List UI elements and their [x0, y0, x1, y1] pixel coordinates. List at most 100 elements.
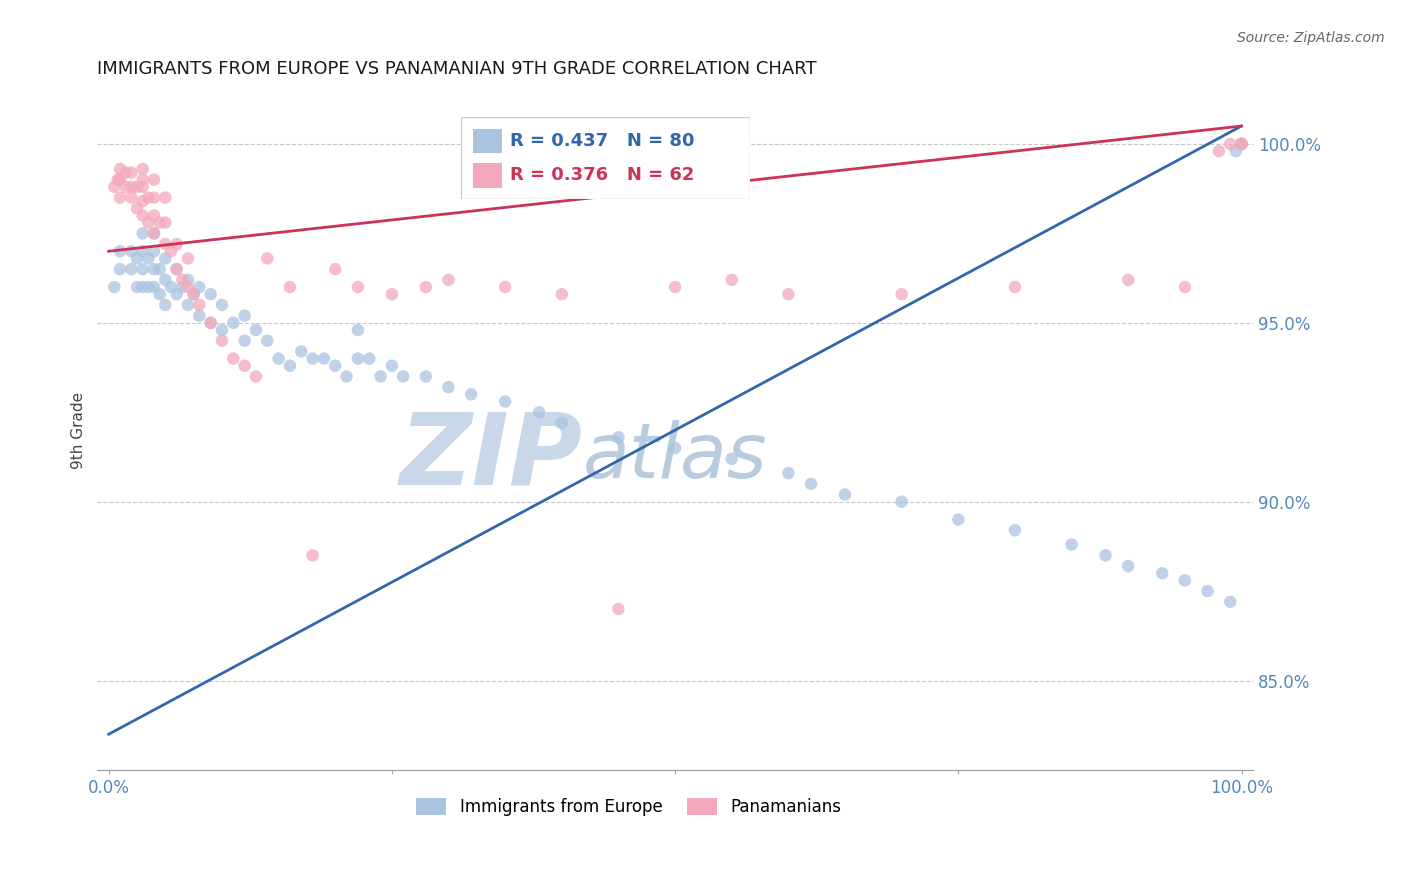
Point	[149, 262, 172, 277]
Point	[166, 287, 188, 301]
Point	[1174, 574, 1197, 588]
Point	[107, 172, 129, 186]
Point	[155, 273, 177, 287]
Point	[301, 549, 323, 563]
Point	[183, 287, 205, 301]
Point	[131, 227, 153, 241]
Point	[143, 227, 166, 241]
Point	[188, 280, 211, 294]
Point	[120, 191, 142, 205]
Point	[120, 165, 142, 179]
Point	[108, 244, 131, 259]
Point	[359, 351, 381, 366]
Point	[120, 244, 142, 259]
Point	[183, 287, 205, 301]
Point	[381, 287, 404, 301]
Text: ZIP: ZIP	[399, 409, 582, 506]
Point	[890, 287, 912, 301]
Point	[607, 430, 630, 444]
Point	[131, 194, 153, 209]
Point	[125, 179, 148, 194]
Point	[200, 316, 222, 330]
Point	[125, 252, 148, 266]
Point	[108, 262, 131, 277]
Point	[136, 191, 159, 205]
Point	[278, 359, 301, 373]
Point	[1219, 595, 1241, 609]
Point	[131, 161, 153, 176]
Point	[1004, 524, 1026, 538]
Point	[415, 280, 437, 294]
Point	[1230, 136, 1253, 151]
Point	[155, 216, 177, 230]
Point	[890, 494, 912, 508]
Point	[143, 262, 166, 277]
Point	[347, 280, 370, 294]
Point	[166, 262, 188, 277]
Point	[415, 369, 437, 384]
Point	[1094, 549, 1116, 563]
Point	[108, 161, 131, 176]
Point	[143, 191, 166, 205]
Point	[149, 216, 172, 230]
Point	[131, 209, 153, 223]
Point	[211, 334, 233, 348]
Point	[1004, 280, 1026, 294]
Point	[1197, 584, 1219, 599]
Point	[1174, 280, 1197, 294]
Point	[494, 280, 516, 294]
Point	[800, 476, 823, 491]
Point	[222, 316, 245, 330]
Point	[323, 262, 346, 277]
Point	[149, 287, 172, 301]
Point	[166, 237, 188, 252]
Point	[664, 280, 686, 294]
Point	[172, 273, 194, 287]
Point	[1116, 273, 1139, 287]
Point	[131, 244, 153, 259]
Point	[172, 280, 194, 294]
Point	[245, 369, 267, 384]
Point	[136, 280, 159, 294]
Point	[143, 172, 166, 186]
Point	[136, 216, 159, 230]
Point	[527, 405, 550, 419]
Legend: Immigrants from Europe, Panamanians: Immigrants from Europe, Panamanians	[409, 791, 848, 822]
Point	[160, 244, 183, 259]
Point	[177, 298, 200, 312]
Text: Source: ZipAtlas.com: Source: ZipAtlas.com	[1237, 31, 1385, 45]
Point	[392, 369, 415, 384]
Point	[1116, 559, 1139, 574]
Point	[155, 298, 177, 312]
Point	[131, 280, 153, 294]
Point	[1230, 136, 1253, 151]
Point	[1225, 144, 1247, 158]
Point	[290, 344, 312, 359]
Point	[125, 280, 148, 294]
Point	[494, 394, 516, 409]
Point	[1230, 136, 1253, 151]
Point	[108, 172, 131, 186]
Point	[131, 179, 153, 194]
Point	[664, 441, 686, 455]
Point	[551, 416, 574, 430]
Point	[177, 273, 200, 287]
Point	[834, 487, 856, 501]
Point	[166, 262, 188, 277]
Point	[1230, 136, 1253, 151]
Point	[437, 380, 460, 394]
Point	[278, 280, 301, 294]
Point	[120, 262, 142, 277]
Text: IMMIGRANTS FROM EUROPE VS PANAMANIAN 9TH GRADE CORRELATION CHART: IMMIGRANTS FROM EUROPE VS PANAMANIAN 9TH…	[97, 60, 817, 78]
Point	[143, 209, 166, 223]
Point	[245, 323, 267, 337]
Point	[143, 244, 166, 259]
Point	[381, 359, 404, 373]
Point	[136, 252, 159, 266]
Point	[131, 172, 153, 186]
Point	[103, 179, 125, 194]
Point	[256, 252, 278, 266]
Point	[108, 191, 131, 205]
Point	[120, 179, 142, 194]
Point	[256, 334, 278, 348]
